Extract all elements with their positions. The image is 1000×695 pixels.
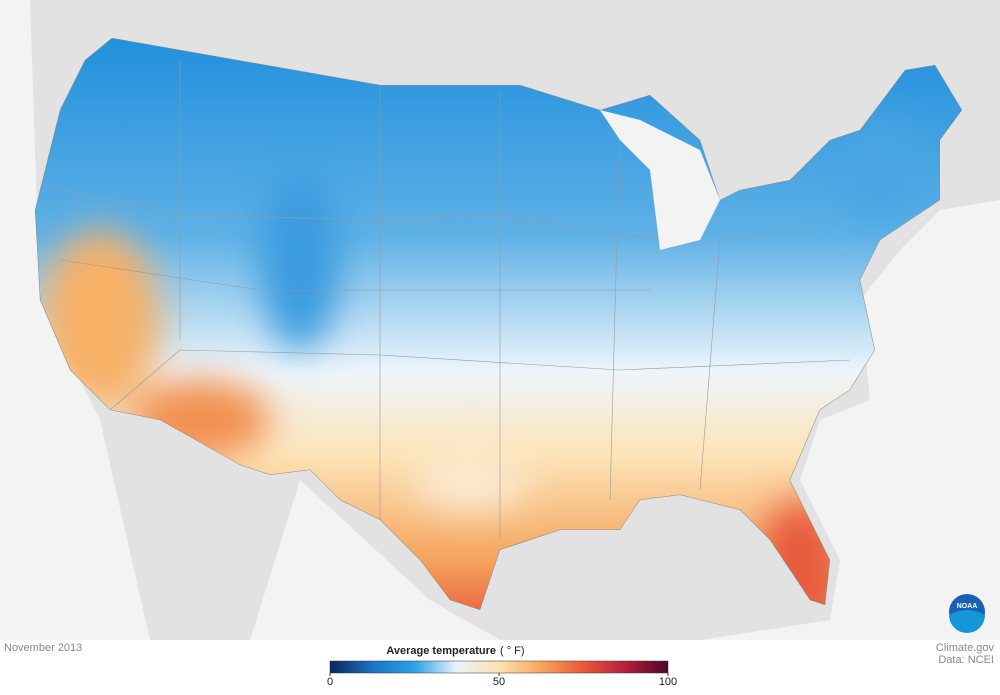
credit: Climate.gov	[936, 642, 995, 654]
legend-tick-label: 100	[659, 676, 677, 688]
legend-tick-label: 50	[493, 676, 505, 688]
legend-tick-label: 0	[327, 676, 333, 688]
legend-unit: ( ° F)	[500, 645, 525, 657]
source: Data: NCEI	[938, 654, 994, 666]
date-label: November 2013	[4, 642, 82, 654]
noaa-logo-wave	[949, 610, 985, 633]
color-bar	[329, 660, 669, 674]
legend-title: Average temperature	[386, 645, 496, 657]
noaa-logo-text: NOAA	[957, 603, 978, 610]
great-lakes	[600, 110, 720, 250]
